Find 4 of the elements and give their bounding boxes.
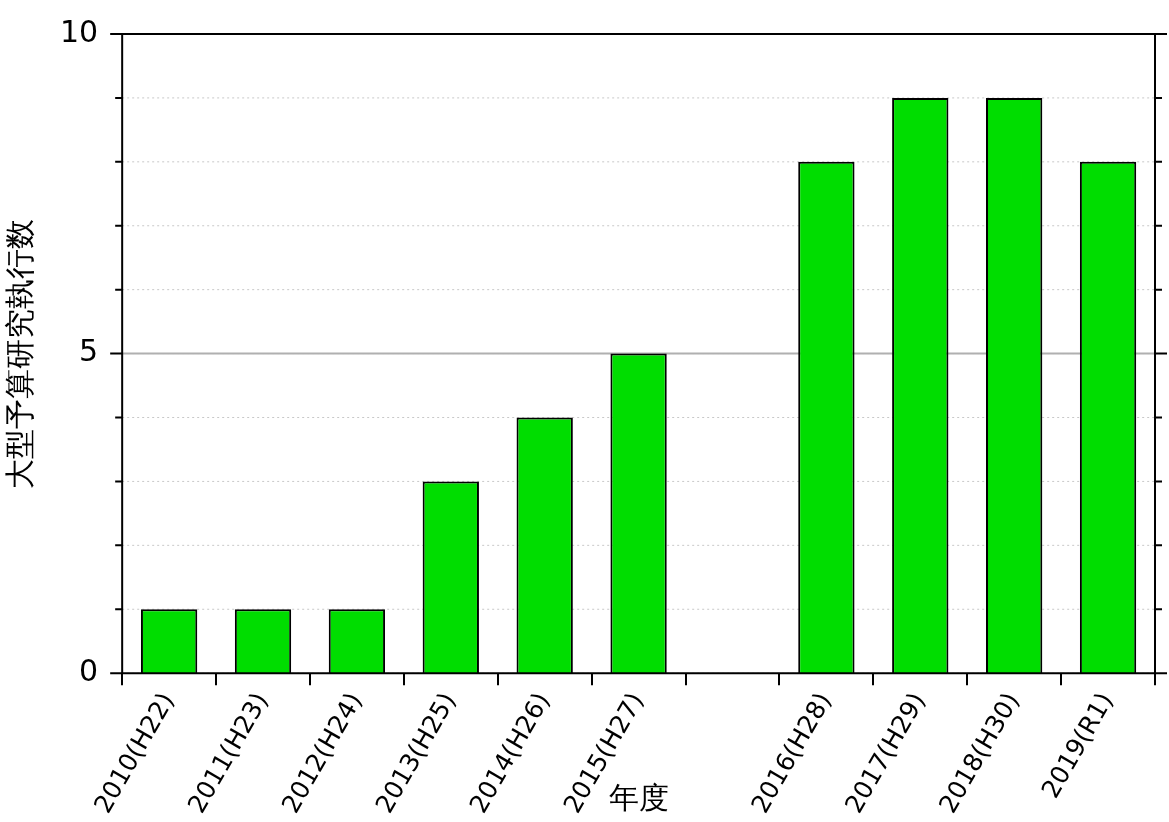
y-tick-label: 0 — [79, 652, 99, 688]
y-tick-label: 5 — [79, 333, 99, 369]
y-tick-label: 10 — [59, 13, 99, 49]
y-axis-title: 大型予算研究執行数 — [1, 218, 37, 489]
